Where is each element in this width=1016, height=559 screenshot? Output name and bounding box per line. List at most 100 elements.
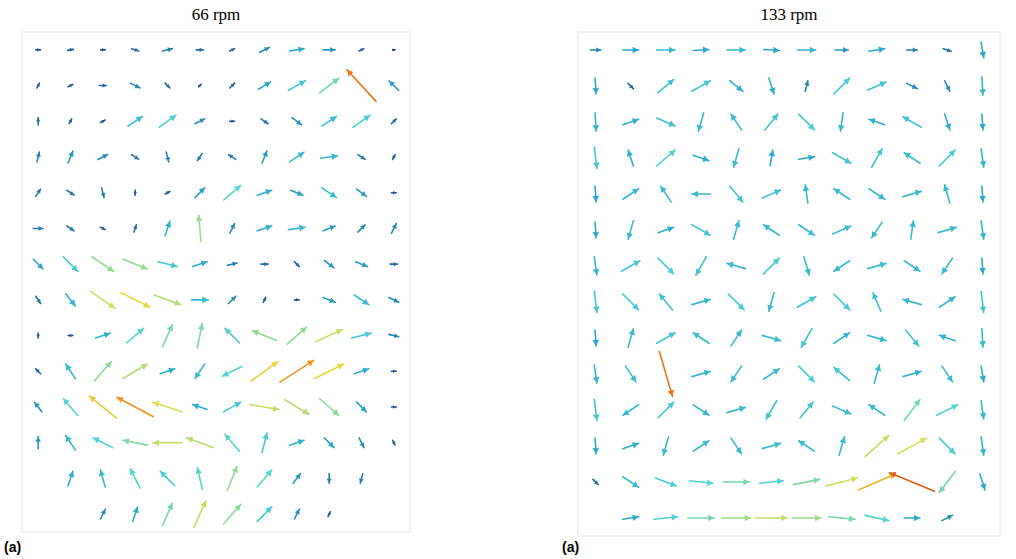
velocity-vector [132, 48, 139, 52]
velocity-vector [804, 257, 811, 275]
velocity-vector [693, 47, 709, 54]
velocity-vector [907, 47, 918, 52]
velocity-vector [697, 113, 704, 131]
velocity-vector [593, 147, 600, 168]
velocity-vector [979, 329, 986, 347]
plot-frame [578, 32, 1000, 536]
velocity-vector [224, 504, 241, 523]
velocity-vector [96, 332, 111, 338]
velocity-vector [225, 434, 240, 451]
velocity-vector [66, 294, 76, 306]
velocity-vector [133, 190, 137, 195]
velocity-vector [250, 405, 279, 412]
velocity-vector [801, 329, 812, 347]
velocity-vector [658, 258, 674, 274]
velocity-vector [35, 437, 41, 449]
velocity-vector [593, 365, 600, 383]
velocity-vector [359, 438, 364, 448]
velocity-vector [592, 222, 599, 238]
velocity-vector [195, 364, 205, 379]
velocity-vector [160, 471, 175, 486]
velocity-vector [33, 259, 43, 269]
velocity-vector [130, 469, 140, 488]
velocity-vector [868, 335, 886, 342]
velocity-vector [154, 295, 181, 306]
velocity-vector [294, 509, 299, 519]
velocity-vector [869, 405, 885, 416]
velocity-vector [692, 225, 710, 236]
velocity-vector [36, 296, 41, 303]
velocity-vector [130, 83, 140, 88]
velocity-vector [165, 83, 170, 88]
velocity-vector [391, 191, 396, 195]
velocity-vector [727, 406, 745, 413]
velocity-vector [980, 149, 987, 167]
velocity-vector [252, 330, 276, 341]
velocity-vector [979, 77, 986, 95]
velocity-vector [593, 291, 600, 312]
velocity-vector [229, 296, 236, 303]
velocity-vector [323, 297, 335, 303]
velocity-vector [980, 221, 987, 239]
velocity-vector [316, 329, 343, 342]
velocity-vector [257, 225, 272, 231]
velocity-vector [731, 366, 742, 382]
velocity-vector [133, 507, 139, 522]
velocity-vector [257, 470, 272, 487]
velocity-vector [657, 47, 675, 54]
velocity-vector [939, 297, 955, 308]
velocity-vector [262, 151, 268, 163]
velocity-vector [389, 81, 399, 91]
velocity-vector [625, 366, 636, 382]
vector-field [590, 42, 986, 522]
velocity-vector [324, 261, 334, 268]
velocity-vector [133, 225, 137, 232]
velocity-vector [762, 189, 780, 198]
velocity-vector [165, 152, 170, 162]
velocity-vector [391, 370, 396, 374]
velocity-vector [865, 515, 889, 522]
velocity-vector [323, 225, 335, 231]
velocity-vector [319, 78, 338, 93]
velocity-vector [762, 335, 780, 342]
velocity-vector [36, 369, 41, 374]
velocity-vector [869, 46, 885, 53]
velocity-vector [593, 479, 598, 484]
velocity-vector [592, 113, 599, 131]
velocity-vector [224, 185, 241, 200]
velocity-vector [251, 362, 278, 381]
velocity-vector [163, 47, 173, 52]
velocity-vector [392, 48, 395, 51]
velocity-vector [230, 120, 235, 124]
velocity-vector [359, 474, 364, 484]
velocity-vector [593, 399, 600, 420]
velocity-vector [838, 113, 845, 131]
velocity-vector [623, 189, 639, 200]
velocity-vector [734, 221, 741, 239]
velocity-vector [764, 258, 780, 274]
velocity-vector [765, 114, 778, 130]
velocity-vector [834, 261, 850, 272]
velocity-vector [732, 149, 739, 167]
velocity-vector [33, 226, 43, 231]
velocity-vector [979, 114, 986, 130]
velocity-vector [797, 47, 815, 54]
velocity-vector [347, 70, 376, 102]
velocity-vector [101, 188, 106, 198]
velocity-vector [865, 435, 889, 456]
velocity-vector [797, 297, 815, 308]
velocity-vector [100, 48, 105, 52]
velocity-vector [938, 226, 956, 233]
velocity-vector [834, 333, 850, 344]
velocity-vector [63, 257, 78, 272]
velocity-vector [980, 401, 987, 419]
velocity-vector [730, 81, 743, 92]
velocity-vector [67, 190, 74, 195]
velocity-vector [69, 119, 72, 124]
velocity-vector [63, 399, 78, 416]
velocity-vector [358, 225, 365, 232]
velocity-vector [195, 119, 205, 124]
velocity-vector [792, 515, 821, 522]
velocity-vector [800, 402, 813, 418]
velocity-vector [764, 369, 780, 380]
